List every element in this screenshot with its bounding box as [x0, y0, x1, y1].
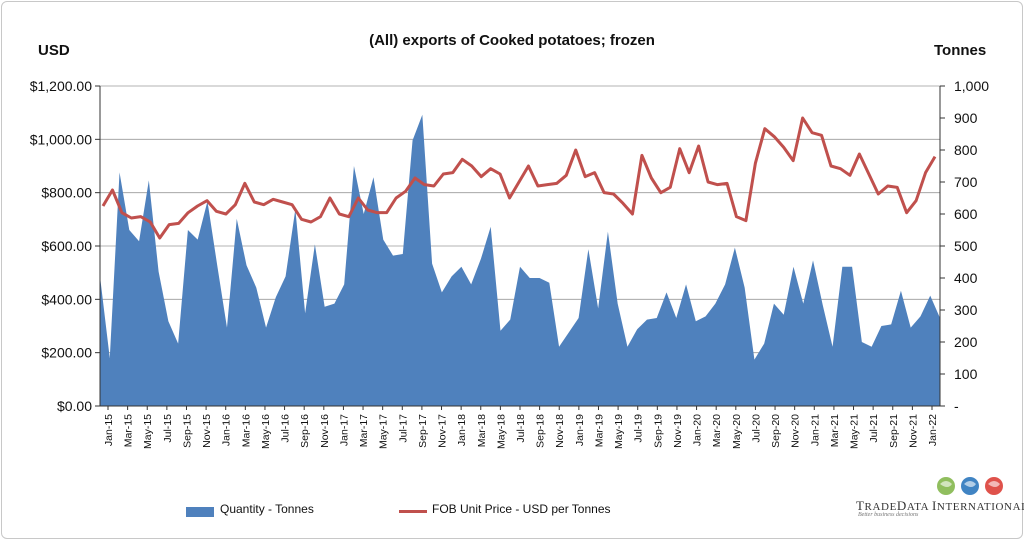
x-tick-label: Jan-21 — [809, 414, 821, 446]
x-tick-label: Mar-19 — [593, 414, 605, 447]
right-tick-label: 800 — [954, 142, 978, 158]
legend-price-swatch — [399, 510, 427, 513]
left-tick-label: $800.00 — [41, 185, 92, 201]
left-tick-label: $400.00 — [41, 291, 92, 307]
globe-icons — [937, 477, 1003, 495]
left-tick-label: $200.00 — [41, 345, 92, 361]
x-tick-label: Sep-18 — [535, 414, 547, 448]
x-tick-label: Nov-15 — [201, 414, 213, 448]
left-tick-label: $1,000.00 — [30, 131, 92, 147]
right-tick-label: 200 — [954, 334, 978, 350]
x-tick-label: Jan-15 — [103, 414, 115, 446]
x-tick-label: Nov-16 — [319, 414, 331, 448]
x-axis-ticks: Jan-15 Mar-15 May-15 Jul-15 Sep-15 Nov-15 Jan-… — [103, 406, 939, 449]
right-tick-label: - — [954, 398, 959, 414]
x-tick-label: Sep-19 — [652, 414, 664, 448]
x-tick-label: May-20 — [731, 414, 743, 449]
x-tick-label: Jul-19 — [633, 414, 645, 443]
quantity-area-layer — [100, 114, 940, 407]
x-tick-label: Jul-17 — [397, 414, 409, 443]
right-tick-label: 500 — [954, 238, 978, 254]
x-tick-label: Sep-17 — [417, 414, 429, 448]
x-tick-label: Jan-22 — [927, 414, 939, 446]
x-tick-label: Mar-21 — [829, 414, 841, 447]
x-tick-label: Mar-15 — [123, 414, 135, 447]
x-tick-label: Nov-19 — [672, 414, 684, 448]
x-tick-label: Jan-16 — [221, 414, 233, 446]
legend-price-label: FOB Unit Price - USD per Tonnes — [432, 502, 611, 516]
x-tick-label: Jul-20 — [750, 414, 762, 443]
right-axis-ticks: - 100 200 300 400 500 600 700 800 900 1,000 — [940, 78, 989, 414]
left-tick-label: $1,200.00 — [30, 78, 92, 94]
x-tick-label: Jul-16 — [280, 414, 292, 443]
x-tick-label: Jul-21 — [868, 414, 880, 443]
left-tick-label: $0.00 — [57, 398, 92, 414]
x-tick-label: May-16 — [260, 414, 272, 449]
x-tick-label: Jan-18 — [456, 414, 468, 446]
x-tick-label: Sep-20 — [770, 414, 782, 448]
right-tick-label: 100 — [954, 366, 978, 382]
x-tick-label: May-21 — [849, 414, 861, 449]
right-tick-label: 700 — [954, 174, 978, 190]
logo-wordmark: TRADEDATA INTERNATIONAL — [856, 498, 1024, 513]
right-tick-label: 300 — [954, 302, 978, 318]
chart-canvas: $0.00 $200.00 $400.00 $600.00 $800.00 $1,000.… — [30, 78, 990, 449]
tradedata-logo: TRADEDATA INTERNATIONAL Better business … — [842, 474, 1024, 524]
left-axis-unit-label: USD — [38, 42, 70, 59]
x-tick-label: Nov-20 — [790, 414, 802, 448]
chart-title: (All) exports of Cooked potatoes; frozen — [369, 32, 655, 49]
right-tick-label: 1,000 — [954, 78, 989, 94]
x-tick-label: May-17 — [378, 414, 390, 449]
x-tick-label: Mar-17 — [358, 414, 370, 447]
left-axis-ticks: $0.00 $200.00 $400.00 $600.00 $800.00 $1,000.… — [30, 78, 100, 414]
price-line-layer — [101, 116, 937, 240]
x-tick-label: Jan-17 — [338, 414, 350, 446]
legend-quantity-swatch — [186, 507, 214, 517]
x-tick-label: Mar-18 — [476, 414, 488, 447]
x-tick-label: May-19 — [613, 414, 625, 449]
x-tick-label: Jul-18 — [515, 414, 527, 443]
x-tick-label: Sep-16 — [299, 414, 311, 448]
x-tick-label: May-15 — [142, 414, 154, 449]
x-tick-label: Jul-15 — [162, 414, 174, 443]
legend-quantity-label: Quantity - Tonnes — [220, 502, 314, 516]
right-tick-label: 600 — [954, 206, 978, 222]
price-line — [101, 116, 937, 240]
x-tick-label: Mar-20 — [711, 414, 723, 447]
x-tick-label: Jan-19 — [574, 414, 586, 446]
logo-tagline: Better business decisions — [858, 512, 919, 518]
quantity-area — [100, 114, 940, 407]
right-tick-label: 400 — [954, 270, 978, 286]
x-tick-label: Sep-15 — [181, 414, 193, 448]
x-tick-label: Nov-18 — [554, 414, 566, 448]
x-tick-label: Jan-20 — [692, 414, 704, 446]
x-tick-label: May-18 — [495, 414, 507, 449]
x-tick-label: Mar-16 — [240, 414, 252, 447]
x-tick-label: Nov-21 — [907, 414, 919, 448]
left-tick-label: $600.00 — [41, 238, 92, 254]
x-tick-label: Sep-21 — [888, 414, 900, 448]
x-tick-label: Nov-17 — [437, 414, 449, 448]
right-axis-unit-label: Tonnes — [934, 42, 987, 59]
right-tick-label: 900 — [954, 110, 978, 126]
